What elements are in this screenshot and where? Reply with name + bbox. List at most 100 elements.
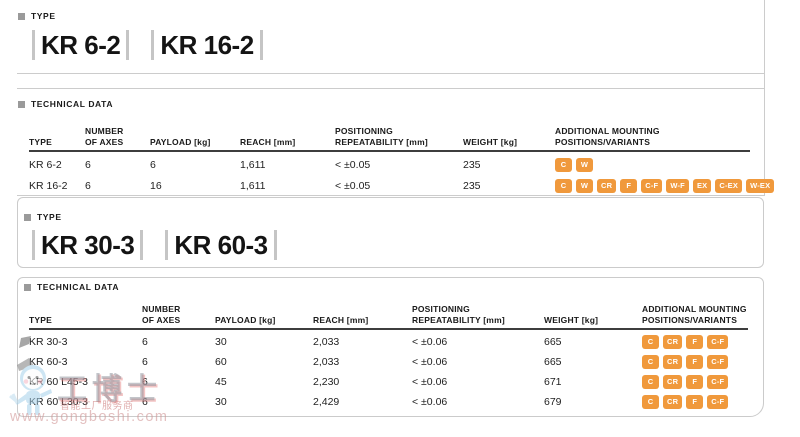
mounting-badge: C-F [707,354,729,369]
table2-header-row: TYPE NUMBER OF AXES PAYLOAD [kg] REACH [… [29,300,748,326]
variant-badges: C CR F C-F [642,354,748,369]
cell-payload: 16 [150,179,162,192]
variant-badges: C W [555,157,750,172]
table1-header-row: TYPE NUMBER OF AXES PAYLOAD [kg] REACH [… [29,122,750,148]
section-label: TECHNICAL DATA [37,282,120,292]
cell-axes: 6 [85,179,91,192]
model-titles: KR 6-2 KR 16-2 [32,30,263,60]
mounting-badge: C-F [707,374,729,389]
model-title-kr6-2: KR 6-2 [32,30,130,60]
section-bullet-icon [24,283,31,291]
cell-weight: 679 [544,395,562,408]
cell-weight: 665 [544,355,562,368]
mounting-badge: C [642,374,659,389]
col-header-weight: WEIGHT [kg] [463,136,518,147]
mounting-badge: C-F [707,394,729,409]
mounting-badge: EX [692,178,712,193]
cell-reach: 2,230 [313,375,340,388]
cell-payload: 45 [215,375,227,388]
variant-badges: C W CR F C-F W-F EX C-EX W-EX [555,178,775,193]
variant-badges: C CR F C-F [642,374,748,389]
mounting-badge: CR [663,334,683,349]
mounting-badge: C-EX [715,178,743,193]
mounting-badge: F [686,374,704,389]
model-title-kr60-3: KR 60-3 [165,230,277,260]
mounting-badge: F [620,178,638,193]
cell-payload: 30 [215,335,227,348]
mounting-badge: CR [663,374,683,389]
model-title-kr16-2: KR 16-2 [151,30,263,60]
section-label: TYPE [31,11,56,21]
mounting-badge: C [555,178,572,193]
cell-type: KR 60 L30-3 [29,395,88,408]
table2-header-rule [29,328,748,330]
table-row: KR 60 L30-3 6 30 2,429 < ±0.06 679 C CR … [29,392,748,411]
title-bar-icon [126,30,130,60]
mounting-badge: W [576,157,593,172]
title-bar-icon [32,30,35,60]
mounting-badge: CR [663,394,683,409]
cell-payload: 30 [215,395,227,408]
mounting-badge: W-F [666,178,689,193]
mounting-badge: C-F [641,178,663,193]
model-name: KR 60-3 [174,230,268,260]
cell-repeatability: < ±0.06 [412,395,448,408]
cell-axes: 6 [142,395,148,408]
table-row: KR 60-3 6 60 2,033 < ±0.06 665 C CR F C-… [29,352,748,371]
section-bullet-icon [18,100,25,108]
col-header-type: TYPE [29,136,53,147]
section-bullet-icon [24,213,31,221]
cell-type: KR 30-3 [29,335,68,348]
col-header-axes: NUMBER OF AXES [142,303,181,325]
mounting-badge: C [642,334,659,349]
section-bullet-icon [18,12,25,20]
cell-repeatability: < ±0.05 [335,179,371,192]
section-label: TECHNICAL DATA [31,99,114,109]
page-right-border [764,0,765,196]
col-header-repeatability: POSITIONING REPEATABILITY [mm] [335,125,428,147]
title-bar-icon [165,230,169,260]
mounting-badge: CR [597,178,617,193]
table-row: KR 30-3 6 30 2,033 < ±0.06 665 C CR F C-… [29,332,748,351]
cell-type: KR 16-2 [29,179,68,192]
variant-badges: C CR F C-F [642,394,748,409]
mounting-badge: F [686,354,704,369]
cell-type: KR 6-2 [29,158,62,171]
technical-data-header: TECHNICAL DATA [18,99,113,109]
mounting-badge: CR [663,354,683,369]
cell-reach: 2,033 [313,355,340,368]
technical-data-card-box [17,277,764,417]
section-label: TYPE [37,212,62,222]
type-section-header: TYPE [18,11,56,21]
col-header-reach: REACH [mm] [313,314,369,325]
col-header-variants: ADDITIONAL MOUNTING POSITIONS/VARIANTS [555,125,660,147]
col-header-axes: NUMBER OF AXES [85,125,124,147]
cell-type: KR 60-3 [29,355,68,368]
section-divider [17,88,764,89]
cell-repeatability: < ±0.05 [335,158,371,171]
mounting-badge: C [555,157,572,172]
mounting-badge: F [686,394,704,409]
section-divider [17,195,764,196]
table-row: KR 16-2 6 16 1,611 < ±0.05 235 C W CR F … [29,176,775,195]
col-header-repeatability: POSITIONING REPEATABILITY [mm] [412,303,505,325]
table1-header-rule [29,150,750,152]
table-row: KR 6-2 6 6 1,611 < ±0.05 235 C W [29,155,750,174]
variant-badges: C CR F C-F [642,334,748,349]
cell-reach: 2,033 [313,335,340,348]
col-header-payload: PAYLOAD [kg] [150,136,211,147]
table-row: KR 60 L45-3 6 45 2,230 < ±0.06 671 C CR … [29,372,748,391]
cell-axes: 6 [142,335,148,348]
title-bar-icon [259,30,263,60]
title-bar-icon [273,230,277,260]
cell-axes: 6 [142,375,148,388]
model-name: KR 6-2 [41,30,121,60]
cell-weight: 235 [463,158,481,171]
model-name: KR 16-2 [160,30,254,60]
cell-repeatability: < ±0.06 [412,355,448,368]
col-header-payload: PAYLOAD [kg] [215,314,276,325]
cell-axes: 6 [85,158,91,171]
cell-type: KR 60 L45-3 [29,375,88,388]
mounting-badge: W [576,178,593,193]
